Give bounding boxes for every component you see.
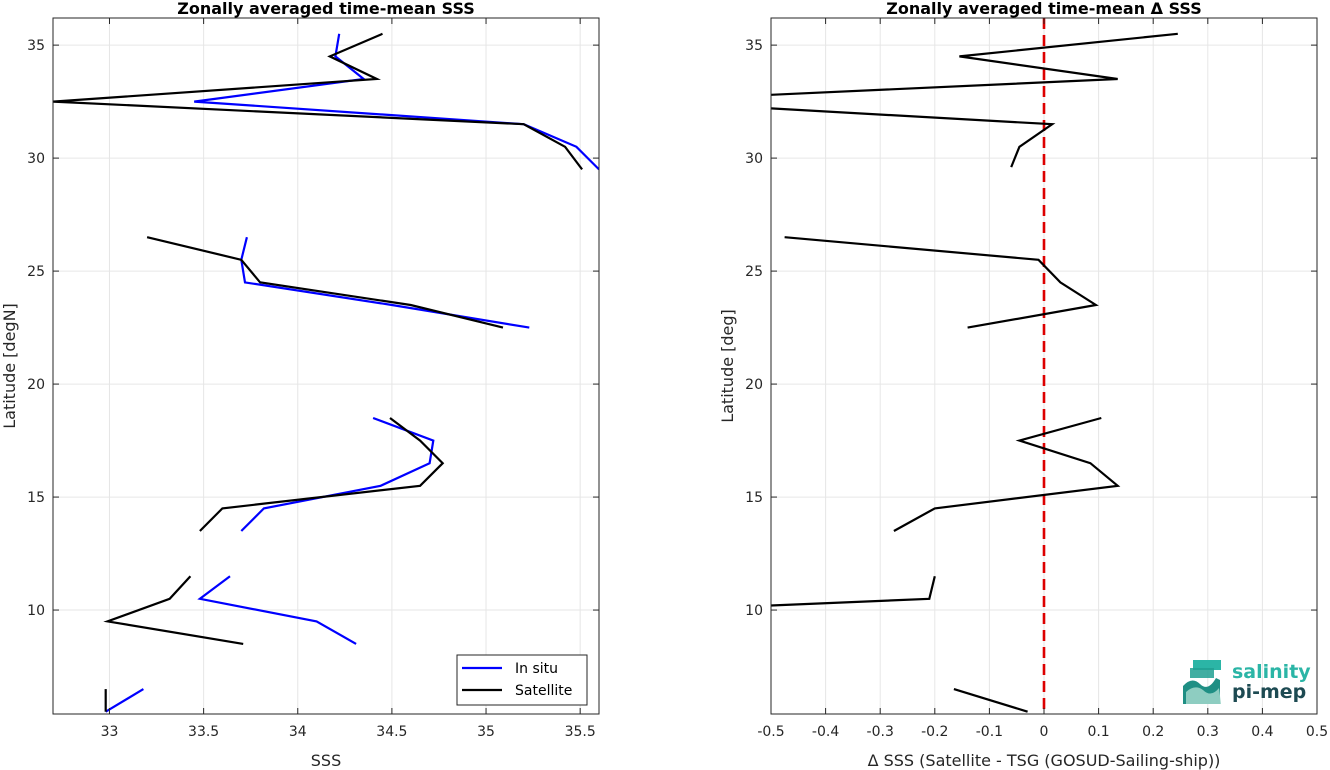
right-series-0-segment-5 bbox=[953, 688, 1028, 713]
right-series-0-segment-2 bbox=[784, 236, 1099, 329]
legend-label-satellite: Satellite bbox=[515, 683, 572, 699]
left-x-tick-label: 34.5 bbox=[376, 724, 407, 740]
right-x-tick-label: 0.4 bbox=[1251, 724, 1273, 740]
left-x-tick-label: 34 bbox=[289, 724, 307, 740]
left-series-0-segment-2 bbox=[240, 416, 435, 532]
left-series-0-segment-0 bbox=[194, 33, 599, 171]
left-y-tick-label: 20 bbox=[27, 377, 45, 393]
right-y-axis-label: Latitude [deg] bbox=[718, 309, 737, 423]
right-y-tick-label: 20 bbox=[745, 377, 763, 393]
right-y-tick-label: 30 bbox=[745, 151, 763, 167]
right-chart-title: Zonally averaged time-mean Δ SSS bbox=[886, 0, 1202, 18]
right-series-0-segment-1 bbox=[771, 107, 1056, 168]
left-y-tick-label: 30 bbox=[27, 151, 45, 167]
salinity-pi-mep-logo: salinity pi-mep bbox=[1183, 660, 1311, 704]
left-series-1-segment-1 bbox=[146, 236, 504, 329]
right-y-tick-label: 35 bbox=[745, 38, 763, 54]
right-x-tick-label: 0.2 bbox=[1142, 724, 1164, 740]
legend-label-in-situ: In situ bbox=[515, 661, 558, 677]
left-series-0-segment-4 bbox=[105, 688, 144, 713]
right-x-tick-label: -0.5 bbox=[757, 724, 784, 740]
right-x-tick-label: 0 bbox=[1040, 724, 1049, 740]
right-series-0-segment-0 bbox=[771, 32, 1178, 96]
left-y-axis-label: Latitude [degN] bbox=[0, 303, 19, 429]
right-y-tick-label: 25 bbox=[745, 264, 763, 280]
right-x-tick-label: -0.4 bbox=[812, 724, 839, 740]
left-y-tick-label: 10 bbox=[27, 603, 45, 619]
right-x-tick-label: -0.2 bbox=[921, 724, 948, 740]
right-x-tick-label: 0.5 bbox=[1306, 724, 1328, 740]
left-x-tick-label: 35.5 bbox=[565, 724, 596, 740]
panel-left-sss: 33 33.5 34 34.5 35 35.5 10 15 20 25 30 35 Zonally a… bbox=[0, 0, 600, 770]
left-y-tick-label: 15 bbox=[27, 490, 45, 506]
left-y-tick-label: 25 bbox=[27, 264, 45, 280]
right-x-tick-label: -0.3 bbox=[867, 724, 894, 740]
right-series-0-segment-3 bbox=[893, 416, 1121, 532]
left-series-1-segment-3 bbox=[103, 575, 244, 645]
left-x-tick-label: 33.5 bbox=[188, 724, 219, 740]
right-y-tick-label: 15 bbox=[745, 490, 763, 506]
legend: In situ Satellite bbox=[456, 654, 588, 706]
right-plot-lines bbox=[771, 18, 1178, 714]
left-chart-title: Zonally averaged time-mean SSS bbox=[177, 0, 475, 18]
right-y-tick-label: 10 bbox=[745, 603, 763, 619]
right-x-tick-label: 0.1 bbox=[1087, 724, 1109, 740]
left-series-0-segment-3 bbox=[197, 575, 357, 645]
logo-text-line2: pi-mep bbox=[1232, 681, 1306, 703]
legend-box bbox=[456, 654, 588, 706]
left-ticks: 33 33.5 34 34.5 35 35.5 10 15 20 25 30 35 bbox=[27, 18, 599, 740]
left-x-tick-label: 33 bbox=[101, 724, 119, 740]
right-x-tick-label: 0.3 bbox=[1197, 724, 1219, 740]
left-series-1-segment-0 bbox=[53, 32, 583, 171]
left-x-axis-label: SSS bbox=[311, 751, 341, 770]
panel-right-delta-sss: -0.5 -0.4 -0.3 -0.2 -0.1 0 0.1 0.2 0.3 0.4 0.5 10 15… bbox=[718, 0, 1328, 770]
right-ticks: -0.5 -0.4 -0.3 -0.2 -0.1 0 0.1 0.2 0.3 0.4 0.5 10 15… bbox=[745, 18, 1328, 740]
logo-text-line1: salinity bbox=[1232, 661, 1311, 683]
left-y-tick-label: 35 bbox=[27, 38, 45, 54]
right-x-axis-label: Δ SSS (Satellite - TSG (GOSUD-Sailing-sh… bbox=[868, 751, 1221, 770]
left-series-1-segment-2 bbox=[199, 417, 445, 532]
left-x-tick-label: 35 bbox=[477, 724, 495, 740]
left-plot-lines bbox=[53, 32, 599, 713]
right-x-tick-label: -0.1 bbox=[976, 724, 1003, 740]
right-series-0-segment-4 bbox=[771, 575, 936, 607]
